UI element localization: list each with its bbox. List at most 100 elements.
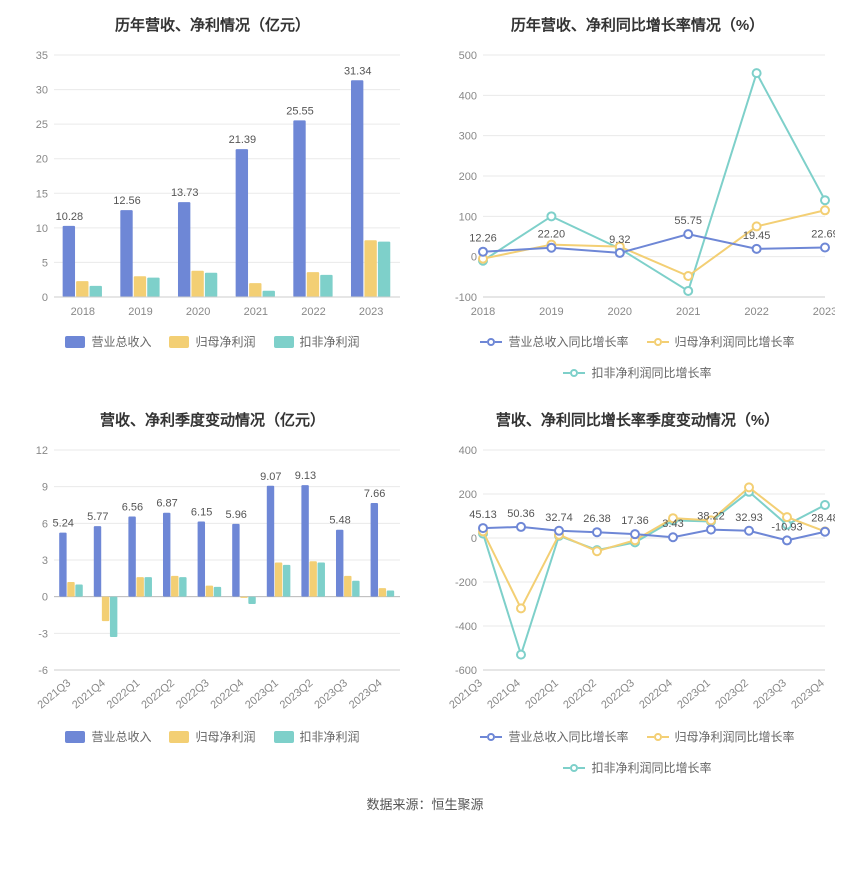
legend-item: 归母净利润同比增长率 (647, 728, 795, 745)
svg-text:200: 200 (459, 489, 477, 501)
svg-text:12.26: 12.26 (469, 233, 497, 245)
legend-line-icon (563, 767, 585, 769)
svg-text:6.15: 6.15 (191, 507, 212, 519)
svg-text:2022Q3: 2022Q3 (599, 677, 637, 711)
svg-text:38.22: 38.22 (697, 511, 725, 523)
chart-title: 历年营收、净利情况（亿元） (10, 14, 415, 35)
svg-text:25: 25 (36, 119, 48, 131)
svg-text:2022: 2022 (744, 306, 768, 318)
svg-text:2022Q1: 2022Q1 (523, 677, 561, 711)
legend-item: 归母净利润 (169, 728, 255, 745)
svg-text:50.36: 50.36 (507, 508, 535, 520)
svg-text:12: 12 (36, 445, 48, 457)
legend: 营业总收入同比增长率归母净利润同比增长率扣非净利润同比增长率 (435, 325, 840, 385)
chart-title: 营收、净利同比增长率季度变动情况（%） (435, 409, 840, 430)
svg-text:300: 300 (459, 131, 477, 143)
svg-text:6.87: 6.87 (156, 498, 177, 510)
svg-text:100: 100 (459, 211, 477, 223)
svg-text:-600: -600 (455, 665, 477, 677)
legend-swatch (169, 336, 189, 348)
svg-text:-3: -3 (38, 628, 48, 640)
svg-text:2020: 2020 (608, 306, 632, 318)
svg-text:2019: 2019 (128, 306, 152, 318)
chart-title: 历年营收、净利同比增长率情况（%） (435, 14, 840, 35)
legend-item: 营业总收入同比增长率 (480, 728, 628, 745)
svg-text:22.20: 22.20 (538, 229, 566, 241)
svg-text:7.66: 7.66 (364, 488, 385, 500)
svg-text:6: 6 (42, 518, 48, 530)
legend-item: 扣非净利润 (274, 728, 360, 745)
svg-text:6.56: 6.56 (122, 501, 143, 513)
legend-line-icon (647, 341, 669, 343)
svg-text:400: 400 (459, 90, 477, 102)
legend-item: 扣非净利润 (274, 333, 360, 350)
legend-label: 扣非净利润同比增长率 (591, 759, 711, 776)
svg-text:5.77: 5.77 (87, 511, 108, 523)
legend-swatch (169, 731, 189, 743)
svg-text:35: 35 (36, 50, 48, 62)
legend-item: 归母净利润 (169, 333, 255, 350)
legend: 营业总收入 归母净利润 扣非净利润 (10, 325, 415, 354)
data-source-footer: 数据来源：恒生聚源 (10, 794, 840, 813)
svg-text:2023Q1: 2023Q1 (243, 677, 281, 711)
svg-text:28.48: 28.48 (811, 513, 835, 525)
legend-item: 营业总收入 (65, 728, 151, 745)
panel-quarterly-growth: 营收、净利同比增长率季度变动情况（%） -600-400-20002004004… (435, 405, 840, 780)
svg-text:55.75: 55.75 (674, 215, 702, 227)
svg-text:2023Q2: 2023Q2 (278, 677, 316, 711)
svg-text:2022Q2: 2022Q2 (139, 677, 177, 711)
chart-grid: 历年营收、净利情况（亿元） 0510152025303510.28201812.… (10, 10, 840, 780)
svg-text:32.93: 32.93 (735, 512, 763, 524)
svg-text:10.28: 10.28 (56, 211, 84, 223)
svg-text:2022: 2022 (301, 306, 325, 318)
legend-label: 营业总收入 (91, 333, 151, 350)
svg-text:2022Q3: 2022Q3 (174, 677, 212, 711)
svg-text:17.36: 17.36 (621, 515, 649, 527)
legend-label: 营业总收入 (91, 728, 151, 745)
svg-text:30: 30 (36, 85, 48, 97)
svg-text:2023Q1: 2023Q1 (675, 677, 713, 711)
svg-text:9.32: 9.32 (609, 234, 630, 246)
svg-text:2023Q3: 2023Q3 (751, 677, 789, 711)
svg-text:0: 0 (471, 533, 477, 545)
svg-text:45.13: 45.13 (469, 509, 497, 521)
svg-text:5.48: 5.48 (329, 515, 350, 527)
legend-label: 归母净利润同比增长率 (675, 728, 795, 745)
legend: 营业总收入 归母净利润 扣非净利润 (10, 720, 415, 749)
legend-label: 营业总收入同比增长率 (508, 333, 628, 350)
legend-swatch (65, 336, 85, 348)
legend-label: 扣非净利润 (300, 333, 360, 350)
legend-line-icon (647, 736, 669, 738)
legend-line-icon (480, 341, 502, 343)
svg-text:0: 0 (42, 592, 48, 604)
svg-text:22.69: 22.69 (811, 229, 835, 241)
svg-text:-10.93: -10.93 (771, 521, 802, 533)
svg-text:15: 15 (36, 188, 48, 200)
svg-text:2018: 2018 (471, 306, 495, 318)
svg-text:9.13: 9.13 (295, 470, 316, 482)
chart-area: -6-30369125.242021Q35.772021Q46.562022Q1… (10, 440, 415, 720)
svg-text:500: 500 (459, 50, 477, 62)
legend-item: 营业总收入 (65, 333, 151, 350)
legend-item: 营业总收入同比增长率 (480, 333, 628, 350)
svg-text:5.24: 5.24 (53, 518, 74, 530)
chart-area: -100010020030040050012.2622.209.3255.751… (435, 45, 840, 325)
chart-area: 0510152025303510.28201812.56201913.73202… (10, 45, 415, 325)
svg-text:0: 0 (42, 292, 48, 304)
svg-text:2021Q3: 2021Q3 (36, 677, 74, 711)
legend-item: 扣非净利润同比增长率 (563, 759, 711, 776)
svg-text:2022Q1: 2022Q1 (105, 677, 143, 711)
panel-quarterly-revenue: 营收、净利季度变动情况（亿元） -6-30369125.242021Q35.77… (10, 405, 415, 780)
legend-label: 营业总收入同比增长率 (508, 728, 628, 745)
svg-text:25.55: 25.55 (286, 105, 314, 117)
svg-text:13.73: 13.73 (171, 187, 199, 199)
legend: 营业总收入同比增长率 归母净利润同比增长率扣非净利润同比增长率 (435, 720, 840, 780)
chart-title: 营收、净利季度变动情况（亿元） (10, 409, 415, 430)
legend-label: 归母净利润同比增长率 (675, 333, 795, 350)
svg-text:2018: 2018 (71, 306, 95, 318)
svg-text:2022Q4: 2022Q4 (637, 677, 675, 711)
panel-annual-revenue: 历年营收、净利情况（亿元） 0510152025303510.28201812.… (10, 10, 415, 385)
svg-text:2021Q4: 2021Q4 (485, 677, 523, 711)
panel-annual-growth: 历年营收、净利同比增长率情况（%） -100010020030040050012… (435, 10, 840, 385)
svg-text:2023: 2023 (813, 306, 835, 318)
